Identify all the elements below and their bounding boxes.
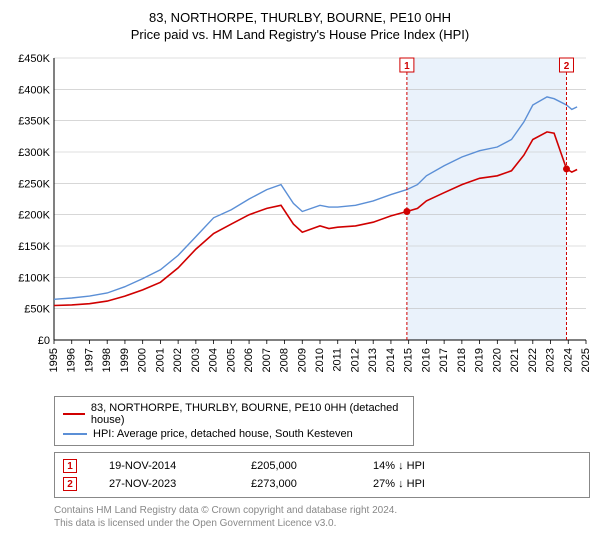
- svg-text:£0: £0: [38, 335, 50, 347]
- svg-text:1996: 1996: [66, 348, 78, 372]
- footer-line-1: Contains HM Land Registry data © Crown c…: [54, 504, 590, 517]
- marker-pct: 14% ↓ HPI: [373, 460, 463, 472]
- legend-swatch: [63, 433, 87, 435]
- svg-text:£50K: £50K: [24, 304, 50, 316]
- svg-text:2000: 2000: [137, 348, 149, 372]
- legend-label: 83, NORTHORPE, THURLBY, BOURNE, PE10 0HH…: [91, 402, 405, 426]
- svg-text:1: 1: [404, 61, 410, 72]
- svg-text:2008: 2008: [279, 348, 291, 372]
- chart-footer: Contains HM Land Registry data © Crown c…: [54, 504, 590, 530]
- svg-text:2: 2: [564, 61, 570, 72]
- marker-price: £205,000: [251, 460, 341, 472]
- chart-title-line2: Price paid vs. HM Land Registry's House …: [10, 27, 590, 42]
- svg-text:2001: 2001: [154, 348, 166, 372]
- svg-text:2017: 2017: [438, 348, 450, 372]
- svg-text:2002: 2002: [172, 348, 184, 372]
- marker-date: 19-NOV-2014: [109, 460, 219, 472]
- marker-row: 2 27-NOV-2023 £273,000 27% ↓ HPI: [63, 475, 581, 493]
- svg-text:2009: 2009: [296, 348, 308, 372]
- svg-text:£100K: £100K: [18, 272, 50, 284]
- svg-text:2007: 2007: [261, 348, 273, 372]
- legend-row: 83, NORTHORPE, THURLBY, BOURNE, PE10 0HH…: [63, 401, 405, 427]
- svg-text:£200K: £200K: [18, 210, 50, 222]
- svg-text:£350K: £350K: [18, 116, 50, 128]
- price-chart: £0 £50K £100K £150K £200K £250K £300K £350K £400…: [10, 50, 590, 390]
- svg-text:£400K: £400K: [18, 84, 50, 96]
- svg-text:2023: 2023: [545, 348, 557, 372]
- svg-text:2010: 2010: [314, 348, 326, 372]
- svg-text:2016: 2016: [420, 348, 432, 372]
- legend-label: HPI: Average price, detached house, Sout…: [93, 428, 353, 440]
- marker-table: 1 19-NOV-2014 £205,000 14% ↓ HPI 2 27-NOV-202…: [54, 452, 590, 498]
- svg-text:£450K: £450K: [18, 53, 50, 65]
- marker-price: £273,000: [251, 478, 341, 490]
- svg-text:1997: 1997: [83, 348, 95, 372]
- svg-text:2003: 2003: [190, 348, 202, 372]
- marker-badge: 2: [63, 477, 77, 491]
- svg-text:2025: 2025: [580, 348, 590, 372]
- chart-title-block: 83, NORTHORPE, THURLBY, BOURNE, PE10 0HH…: [10, 10, 590, 42]
- svg-text:2005: 2005: [225, 348, 237, 372]
- chart-container: £0 £50K £100K £150K £200K £250K £300K £350K £400…: [10, 50, 590, 390]
- marker-pct: 27% ↓ HPI: [373, 478, 463, 490]
- svg-text:2019: 2019: [474, 348, 486, 372]
- svg-text:2011: 2011: [332, 348, 344, 372]
- svg-text:2022: 2022: [527, 348, 539, 372]
- svg-text:£150K: £150K: [18, 241, 50, 253]
- svg-text:2013: 2013: [367, 348, 379, 372]
- footer-line-2: This data is licensed under the Open Gov…: [54, 517, 590, 530]
- svg-text:2006: 2006: [243, 348, 255, 372]
- marker-badge: 1: [63, 459, 77, 473]
- svg-text:2018: 2018: [456, 348, 468, 372]
- svg-text:1998: 1998: [101, 348, 113, 372]
- marker-date: 27-NOV-2023: [109, 478, 219, 490]
- svg-text:2014: 2014: [385, 348, 397, 372]
- svg-text:2004: 2004: [208, 348, 220, 372]
- chart-legend: 83, NORTHORPE, THURLBY, BOURNE, PE10 0HH…: [54, 396, 414, 446]
- chart-title-line1: 83, NORTHORPE, THURLBY, BOURNE, PE10 0HH: [10, 10, 590, 25]
- svg-text:2020: 2020: [491, 348, 503, 372]
- svg-text:2012: 2012: [349, 348, 361, 372]
- svg-text:1995: 1995: [48, 348, 60, 372]
- svg-text:2021: 2021: [509, 348, 521, 372]
- svg-text:£300K: £300K: [18, 147, 50, 159]
- legend-row: HPI: Average price, detached house, Sout…: [63, 427, 405, 441]
- marker-row: 1 19-NOV-2014 £205,000 14% ↓ HPI: [63, 457, 581, 475]
- svg-text:2015: 2015: [403, 348, 415, 372]
- svg-text:2024: 2024: [562, 348, 574, 372]
- svg-text:£250K: £250K: [18, 178, 50, 190]
- legend-swatch: [63, 413, 85, 415]
- svg-text:1999: 1999: [119, 348, 131, 372]
